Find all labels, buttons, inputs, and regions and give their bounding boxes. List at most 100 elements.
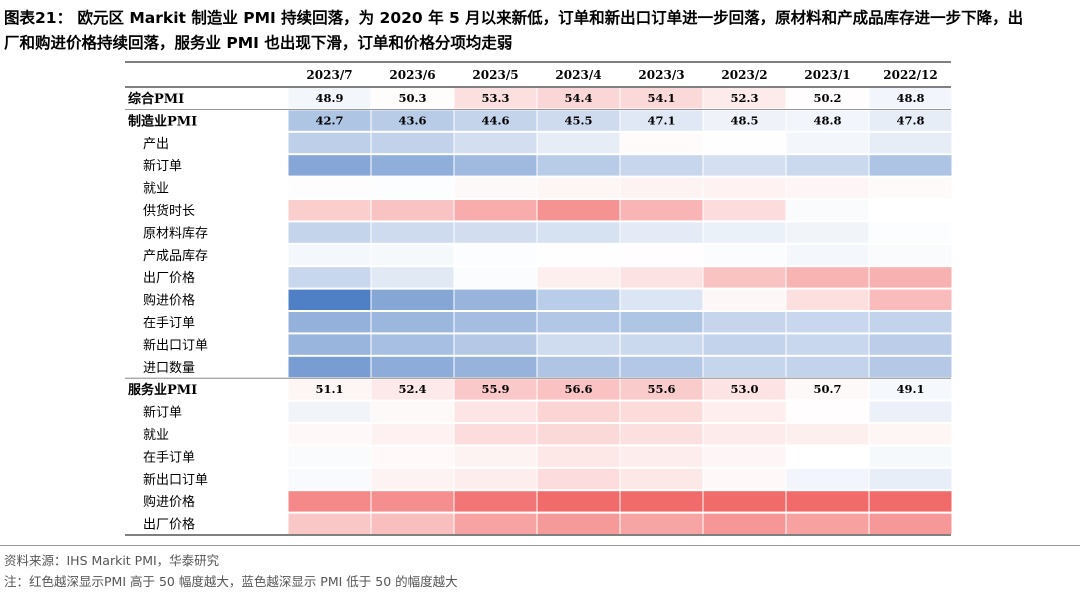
heatmap-cell xyxy=(620,424,703,445)
heatmap-chart: 2023/7 2023/6 2023/5 2023/4 2023/3 2023/2 2023… xyxy=(125,61,952,536)
heatmap-cell xyxy=(537,491,620,512)
row-label: 就业 xyxy=(143,182,169,197)
cell-value: 49.1 xyxy=(896,382,924,396)
heatmap-cell xyxy=(786,88,869,109)
heatmap-cell xyxy=(454,356,537,378)
heatmap-cell xyxy=(454,267,537,288)
heatmap-cell xyxy=(371,222,454,243)
heatmap-cell xyxy=(620,88,703,109)
heatmap-cell xyxy=(537,468,620,490)
row-label: 原材料库存 xyxy=(143,225,208,241)
heatmap-cell xyxy=(703,155,786,176)
heatmap-cell xyxy=(288,491,371,512)
heatmap-cell xyxy=(620,379,703,400)
heatmap-cell xyxy=(454,110,537,131)
cell-value: 52.3 xyxy=(730,91,758,105)
cell-value: 53.0 xyxy=(730,382,758,396)
heatmap-cell xyxy=(371,334,454,355)
heatmap-cell xyxy=(620,312,703,333)
heatmap-cell xyxy=(288,177,371,198)
heatmap-cell xyxy=(703,468,786,490)
heatmap-cell xyxy=(371,401,454,422)
heatmap-cell xyxy=(869,401,952,422)
column-header: 2023/7 xyxy=(306,68,352,82)
heatmap-cell xyxy=(454,446,537,467)
heatmap-cell xyxy=(454,312,537,333)
cell-value: 55.9 xyxy=(481,382,509,396)
row-label: 供货时长 xyxy=(143,203,195,219)
heatmap-cell xyxy=(703,334,786,355)
heatmap-cell xyxy=(620,155,703,176)
heatmap-cell xyxy=(620,289,703,310)
row-label: 制造业PMI xyxy=(128,113,197,129)
heatmap-cell xyxy=(703,513,786,534)
heatmap-cell xyxy=(371,289,454,310)
heatmap-cell xyxy=(703,446,786,467)
heatmap-cell xyxy=(869,312,952,333)
cell-value: 42.7 xyxy=(315,113,343,127)
column-header: 2023/1 xyxy=(804,68,850,82)
heatmap-cell xyxy=(537,334,620,355)
cell-value: 50.3 xyxy=(398,91,426,105)
heatmap-cell xyxy=(869,244,952,266)
row-label: 新出口订单 xyxy=(143,472,208,488)
column-header: 2023/6 xyxy=(389,68,435,82)
heatmap-cell xyxy=(786,267,869,288)
heatmap-cell xyxy=(620,132,703,154)
heatmap-cell xyxy=(703,289,786,310)
heatmap-cell xyxy=(371,132,454,154)
cell-value: 48.8 xyxy=(813,113,841,127)
heatmap-cell xyxy=(703,200,786,221)
cell-value: 52.4 xyxy=(398,382,426,396)
heatmap-cell xyxy=(869,110,952,131)
heatmap-cell xyxy=(869,491,952,512)
row-label: 新订单 xyxy=(143,405,182,421)
row-label: 产成品库存 xyxy=(143,248,208,264)
heatmap-cell xyxy=(786,424,869,445)
heatmap-cell xyxy=(620,356,703,378)
row-label: 新出口订单 xyxy=(143,337,208,353)
heatmap-cell xyxy=(869,155,952,176)
heatmap-cell xyxy=(620,334,703,355)
column-header: 2022/12 xyxy=(883,68,937,82)
heatmap-cell xyxy=(371,155,454,176)
heatmap-cell xyxy=(371,244,454,266)
heatmap-cell xyxy=(786,446,869,467)
row-label: 进口数量 xyxy=(143,361,195,376)
heatmap-cell xyxy=(537,155,620,176)
heatmap-cell xyxy=(288,424,371,445)
heatmap-cell xyxy=(454,222,537,243)
heatmap-cell xyxy=(620,267,703,288)
cell-value: 47.8 xyxy=(896,113,924,127)
heatmap-cell xyxy=(620,110,703,131)
heatmap-cell xyxy=(620,177,703,198)
heatmap-cell xyxy=(786,379,869,400)
heatmap-cell xyxy=(537,244,620,266)
heatmap-cell xyxy=(371,110,454,131)
heatmap-cell xyxy=(537,88,620,109)
heatmap-cell xyxy=(288,289,371,310)
heatmap-cell xyxy=(288,110,371,131)
heatmap-cell xyxy=(454,155,537,176)
heatmap-cell xyxy=(454,289,537,310)
heatmap-cell xyxy=(620,200,703,221)
heatmap-cell xyxy=(454,401,537,422)
heatmap-cell xyxy=(786,312,869,333)
heatmap-cell xyxy=(786,200,869,221)
heatmap-cell xyxy=(537,132,620,154)
heatmap-cell xyxy=(537,401,620,422)
heatmap-cell xyxy=(703,132,786,154)
heatmap-cell xyxy=(869,88,952,109)
heatmap-cell xyxy=(288,312,371,333)
heatmap-cell xyxy=(703,177,786,198)
heatmap-cell xyxy=(537,200,620,221)
heatmap-cell xyxy=(786,110,869,131)
column-header: 2023/5 xyxy=(472,68,518,82)
heatmap-cell xyxy=(703,424,786,445)
heatmap-cell xyxy=(869,513,952,534)
cell-value: 48.8 xyxy=(896,91,924,105)
heatmap-cell xyxy=(537,356,620,378)
column-header: 2023/3 xyxy=(638,68,684,82)
column-header: 2023/2 xyxy=(721,68,767,82)
heatmap-cell xyxy=(288,334,371,355)
